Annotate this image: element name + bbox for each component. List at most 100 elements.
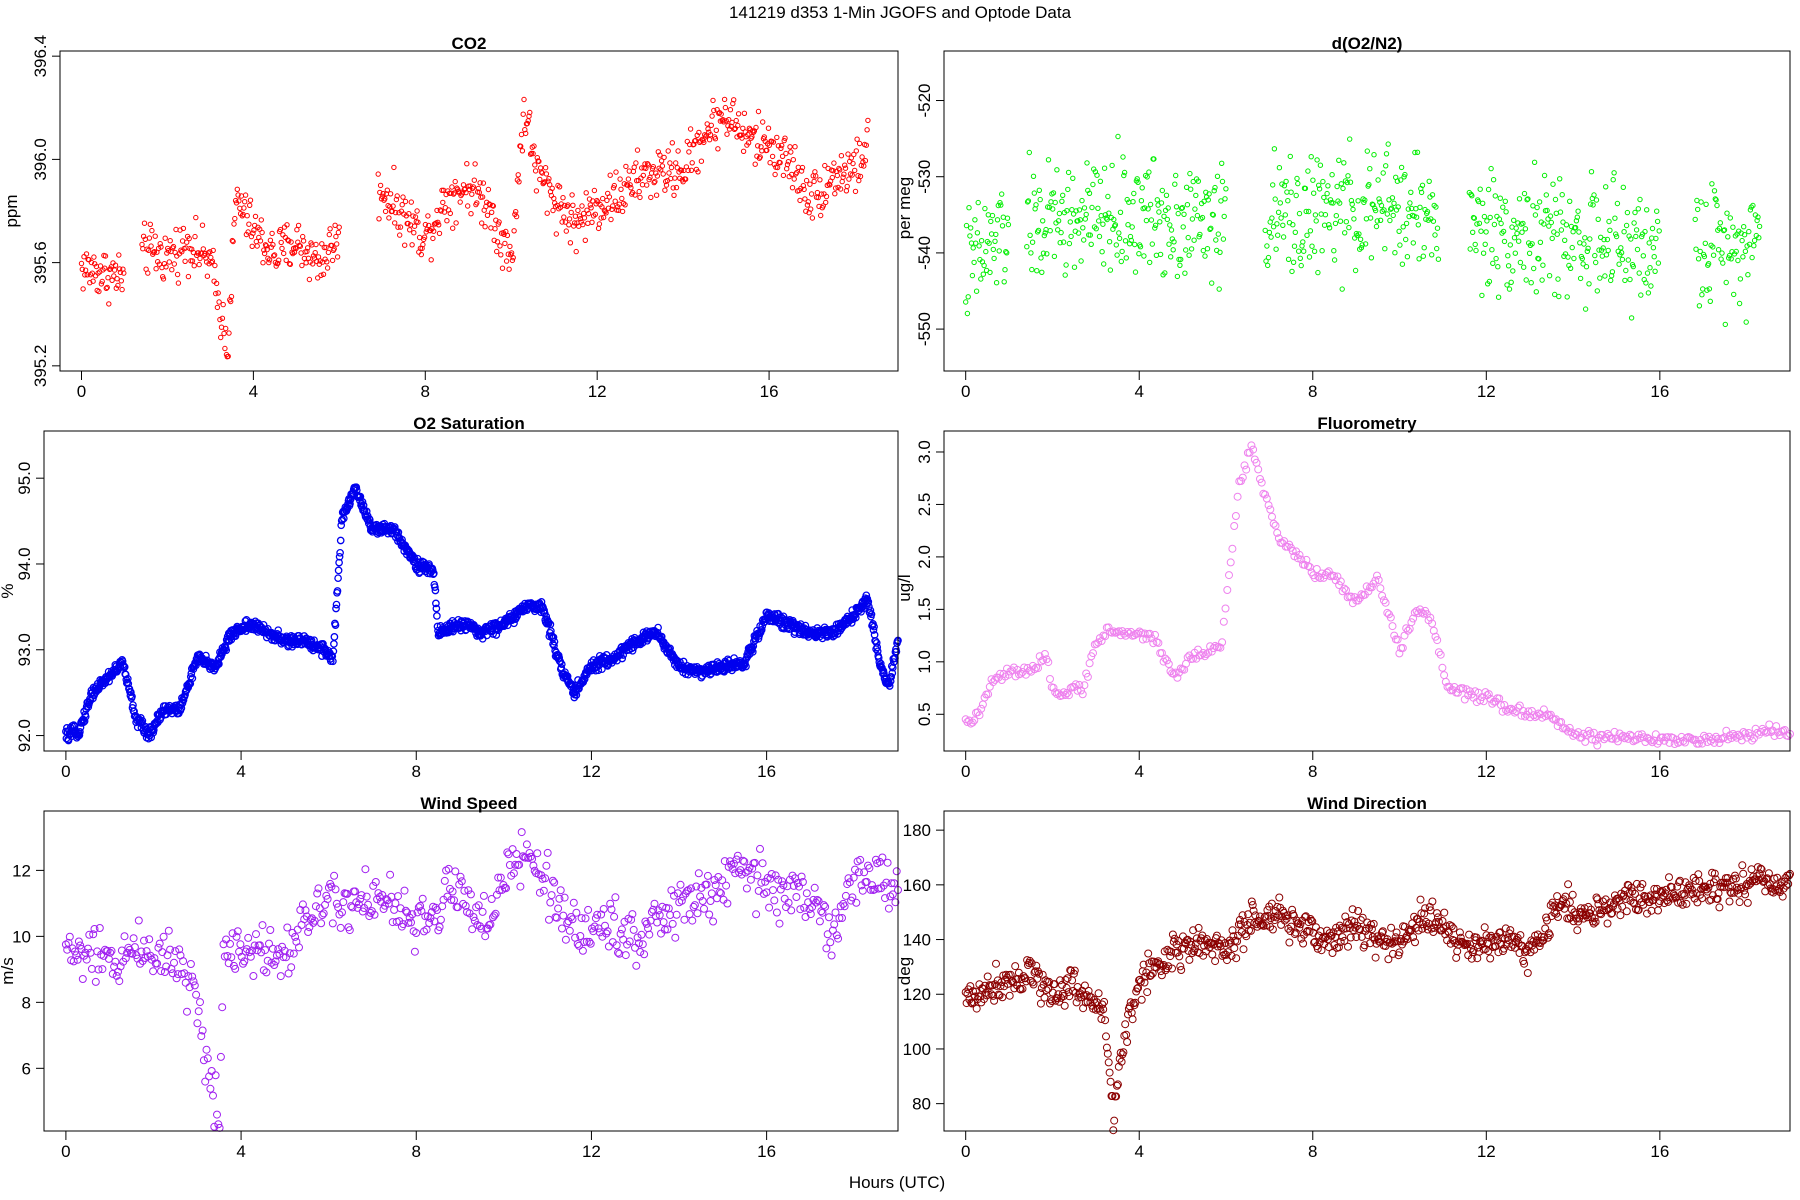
data-point xyxy=(1257,478,1266,487)
data-point xyxy=(628,185,634,191)
data-point xyxy=(192,990,201,999)
data-point xyxy=(390,905,399,914)
data-point xyxy=(1045,977,1054,986)
data-point xyxy=(721,119,727,125)
data-point xyxy=(1209,280,1215,286)
data-point xyxy=(1299,939,1308,948)
data-point xyxy=(1188,654,1197,663)
plot-frame-co2 xyxy=(59,50,899,372)
data-point xyxy=(1603,252,1610,258)
data-point xyxy=(232,215,238,222)
data-point xyxy=(464,161,470,167)
data-point xyxy=(1415,222,1422,228)
data-point xyxy=(1560,219,1566,225)
x-tick-label: 4 xyxy=(1134,762,1143,781)
data-point xyxy=(159,932,168,941)
data-point xyxy=(1541,712,1550,721)
data-point xyxy=(859,154,865,160)
data-point xyxy=(1253,922,1262,931)
data-point xyxy=(175,945,184,954)
data-point xyxy=(1623,222,1630,229)
data-point xyxy=(666,170,672,176)
data-point xyxy=(634,939,643,948)
plot-frame-wspd xyxy=(43,810,899,1132)
data-point xyxy=(181,978,190,987)
data-point xyxy=(982,205,988,212)
data-point xyxy=(1564,727,1572,736)
data-point xyxy=(651,179,657,186)
data-point xyxy=(864,598,873,606)
data-point xyxy=(1032,961,1041,970)
data-point xyxy=(850,160,856,167)
data-point xyxy=(331,885,340,894)
data-point xyxy=(1095,205,1101,212)
data-point xyxy=(440,199,446,206)
data-point xyxy=(447,210,453,217)
data-point xyxy=(814,897,823,906)
data-point xyxy=(1527,707,1536,715)
data-point xyxy=(1358,913,1367,922)
data-point xyxy=(149,227,155,234)
data-point xyxy=(975,199,981,206)
data-point xyxy=(550,637,559,646)
data-point xyxy=(706,137,713,143)
data-point xyxy=(1232,954,1241,963)
data-point xyxy=(1702,240,1709,247)
data-point xyxy=(631,164,637,171)
data-point xyxy=(1212,184,1218,191)
data-point xyxy=(158,244,164,250)
data-point xyxy=(417,907,426,916)
data-point xyxy=(345,926,354,935)
data-point xyxy=(1416,256,1422,262)
data-point xyxy=(750,128,756,134)
data-point xyxy=(1223,956,1231,965)
data-point xyxy=(450,896,458,905)
data-point xyxy=(317,919,326,928)
data-point xyxy=(967,998,976,1007)
data-point xyxy=(1376,196,1382,202)
data-point xyxy=(505,251,511,257)
data-point xyxy=(1515,220,1521,226)
data-point xyxy=(688,167,695,174)
data-point xyxy=(400,194,406,200)
data-point xyxy=(737,870,746,879)
data-point xyxy=(823,199,829,206)
data-point xyxy=(637,930,646,939)
data-point xyxy=(827,951,836,960)
data-point xyxy=(1511,217,1517,224)
data-point xyxy=(844,874,853,883)
data-point xyxy=(436,222,442,228)
data-point xyxy=(336,224,342,230)
data-point xyxy=(1096,233,1103,240)
data-point xyxy=(99,278,105,285)
data-point xyxy=(318,272,324,278)
data-point xyxy=(1314,157,1320,163)
data-point xyxy=(1387,217,1393,224)
data-point xyxy=(391,899,400,908)
data-point xyxy=(801,186,807,193)
data-point xyxy=(1748,736,1757,745)
data-point xyxy=(567,240,574,246)
data-point xyxy=(320,271,327,277)
data-point xyxy=(1360,941,1369,950)
data-point xyxy=(1157,219,1163,225)
data-point xyxy=(1107,267,1114,273)
data-point xyxy=(758,859,767,868)
data-point xyxy=(1552,291,1558,298)
data-point xyxy=(596,221,603,227)
data-point xyxy=(1199,214,1206,221)
data-point xyxy=(1288,189,1294,195)
data-point xyxy=(1277,200,1284,206)
data-point xyxy=(619,195,625,202)
data-point xyxy=(522,127,528,133)
data-point xyxy=(470,184,477,190)
data-point xyxy=(199,222,206,228)
data-point xyxy=(1336,157,1342,164)
data-point xyxy=(1373,571,1381,580)
data-point xyxy=(1342,586,1350,595)
data-point xyxy=(1312,923,1320,932)
data-point xyxy=(1749,254,1755,261)
data-point xyxy=(1246,926,1255,935)
data-point xyxy=(1652,268,1658,274)
